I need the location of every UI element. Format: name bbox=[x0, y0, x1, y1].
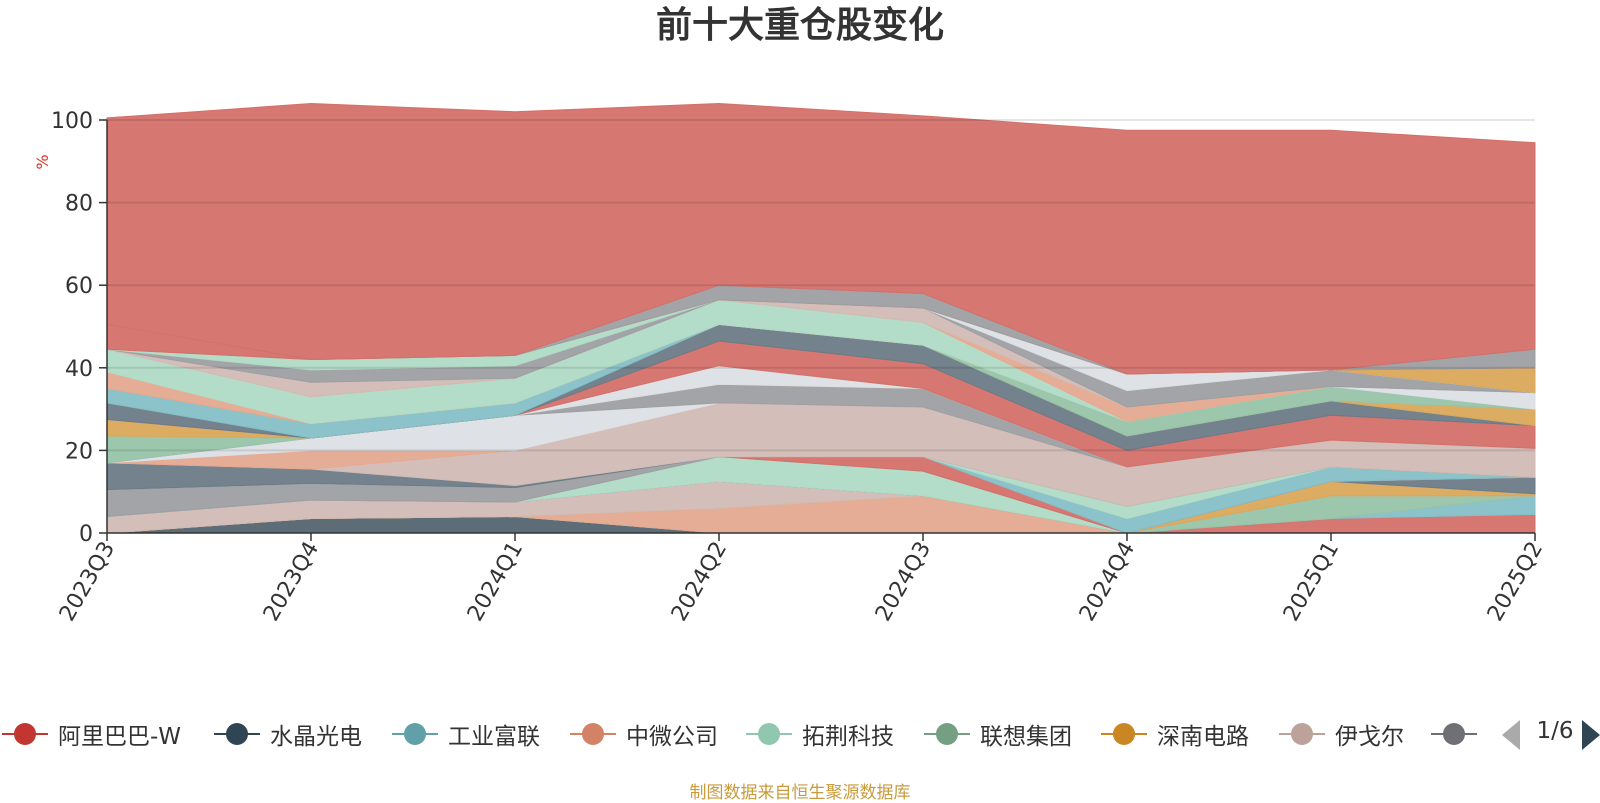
legend-item-1[interactable]: 水晶光电 bbox=[212, 712, 362, 756]
legend-item-5[interactable]: 联想集团 bbox=[922, 712, 1072, 756]
x-tick-label: 2025Q2 bbox=[1483, 538, 1548, 626]
legend-label: 中微公司 bbox=[626, 724, 718, 750]
legend-next-page-icon[interactable] bbox=[1582, 720, 1600, 750]
chart-title: 前十大重仓股变化 bbox=[655, 5, 944, 46]
legend-page-indicator: 1/6 bbox=[1536, 718, 1574, 744]
x-tick-label: 2024Q4 bbox=[1075, 538, 1140, 626]
y-tick-label: 20 bbox=[65, 439, 93, 464]
y-tick-label: 0 bbox=[79, 522, 93, 547]
y-tick-label: 80 bbox=[65, 192, 93, 217]
legend-marker-icon bbox=[0, 719, 50, 749]
legend-label: 伊戈尔 bbox=[1335, 724, 1404, 750]
legend-item-2[interactable]: 工业富联 bbox=[390, 712, 540, 756]
series-area-37[interactable] bbox=[106, 102, 1536, 375]
legend-label: 工业富联 bbox=[448, 724, 540, 750]
legend-label: 阿里巴巴-W bbox=[58, 724, 182, 750]
x-tick-label: 2025Q1 bbox=[1279, 538, 1344, 626]
source-note: 制图数据来自恒生聚源数据库 bbox=[689, 783, 911, 803]
y-axis-unit-label: % bbox=[33, 154, 52, 169]
legend-item-7[interactable]: 伊戈尔 bbox=[1277, 712, 1404, 756]
legend-marker-icon bbox=[390, 719, 440, 749]
legend-label: 水晶光电 bbox=[270, 724, 362, 750]
legend-marker-icon bbox=[568, 719, 618, 749]
legend-marker-icon bbox=[922, 719, 972, 749]
legend: 阿里巴巴-W 水晶光电 工业富联 中微公司 拓荆科技 联想集团 深南电路 伊戈尔 bbox=[0, 712, 1600, 756]
x-tick-label: 2024Q2 bbox=[667, 538, 732, 626]
legend-item-4[interactable]: 拓荆科技 bbox=[744, 712, 894, 756]
legend-label: 深南电路 bbox=[1157, 724, 1249, 750]
x-tick-label: 2023Q3 bbox=[55, 538, 120, 626]
y-tick-label: 40 bbox=[65, 357, 93, 382]
x-tick-label: 2024Q1 bbox=[463, 538, 528, 626]
y-tick-label: 60 bbox=[65, 274, 93, 299]
legend-item-0[interactable]: 阿里巴巴-W bbox=[0, 712, 181, 756]
legend-marker-icon bbox=[212, 719, 262, 749]
legend-prev-page-icon[interactable] bbox=[1502, 720, 1520, 750]
x-tick-label: 2024Q3 bbox=[871, 538, 936, 626]
y-tick-label: 100 bbox=[51, 109, 93, 134]
legend-label: 拓荆科技 bbox=[802, 724, 894, 750]
legend-item-6[interactable]: 深南电路 bbox=[1099, 712, 1249, 756]
legend-marker-icon bbox=[1099, 719, 1149, 749]
grid-lines bbox=[107, 119, 1535, 452]
legend-label: 联想集团 bbox=[980, 724, 1072, 750]
legend-item-8[interactable] bbox=[1429, 712, 1479, 756]
legend-marker-icon bbox=[744, 719, 794, 749]
series-areas bbox=[106, 102, 1536, 534]
legend-item-3[interactable]: 中微公司 bbox=[568, 712, 718, 756]
x-tick-label: 2023Q4 bbox=[259, 538, 324, 626]
legend-marker-icon bbox=[1429, 719, 1479, 749]
legend-marker-icon bbox=[1277, 719, 1327, 749]
